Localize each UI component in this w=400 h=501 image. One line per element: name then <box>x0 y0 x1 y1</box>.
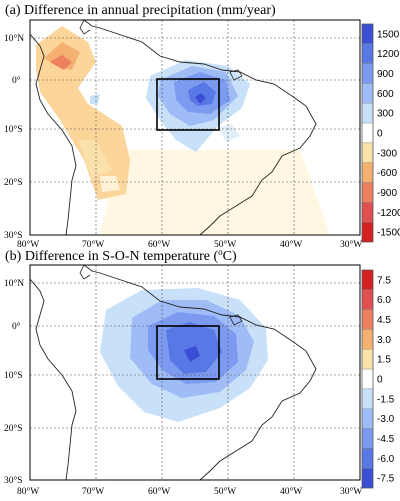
panel-b-colorbar: 7.5 6.0 4.5 3.0 1.5 0 -1.5 -3.0 -4.5 -6.0 -7.5 <box>361 269 395 489</box>
colorbar-label: -900 <box>377 188 397 199</box>
colorbar-label: 1500 <box>377 29 400 40</box>
colorbar-label: 7.5 <box>377 275 391 286</box>
lat-label: 10°N <box>4 33 24 44</box>
panel-b-lat-labels: 10°N 0° 10°S 20°S 30°S <box>4 278 24 486</box>
panel-a-title: (a) Difference in annual precipitation (… <box>5 3 276 18</box>
colorbar-swatch <box>361 349 374 370</box>
lon-label: 80°W <box>17 239 39 250</box>
lon-label: 30°W <box>340 239 362 250</box>
colorbar-label: 4.5 <box>377 315 391 326</box>
lon-label: 70°W <box>82 486 104 497</box>
panel-a-lat-labels: 10°N 0° 10°S 20°S 30°S <box>4 33 24 241</box>
lon-label: 40°W <box>280 239 302 250</box>
colorbar-label: 6.0 <box>377 295 391 306</box>
colorbar-label: -600 <box>377 168 397 179</box>
colorbar-swatch <box>361 388 374 409</box>
colorbar-label: 300 <box>377 109 394 120</box>
colorbar-swatch <box>361 122 374 144</box>
colorbar-swatch <box>361 182 374 203</box>
colorbar-swatch <box>361 329 374 350</box>
lat-label: 10°N <box>4 278 24 289</box>
colorbar-swatch <box>361 63 374 84</box>
colorbar-label: -3.0 <box>377 414 395 425</box>
panel-b-lon-labels: 80°W 70°W 60°W 50°W 40°W 30°W <box>17 486 362 497</box>
lon-label: 60°W <box>148 486 170 497</box>
lat-label: 20°S <box>4 423 23 434</box>
colorbar-swatch <box>361 23 374 45</box>
panel-a-colorbar: 1500 1200 900 600 300 0 -300 -600 -900 -1200 -1500 <box>361 23 400 243</box>
precip-dry-andes <box>36 26 130 200</box>
lon-label: 50°W <box>214 239 236 250</box>
colorbar-label: -1500 <box>377 228 400 239</box>
colorbar-label: 600 <box>377 89 394 100</box>
lat-label: 0° <box>12 75 21 86</box>
study-region-box <box>156 78 220 131</box>
lat-label: 10°S <box>4 124 23 135</box>
colorbar-label: -6.0 <box>377 454 395 465</box>
colorbar-swatch <box>361 368 374 390</box>
lat-label: 30°S <box>4 475 23 486</box>
colorbar-label: 0 <box>377 375 383 386</box>
coastline-south-america <box>30 265 317 480</box>
colorbar-swatch <box>361 83 374 104</box>
lon-label: 40°W <box>280 486 302 497</box>
colorbar-label: -7.5 <box>377 474 395 485</box>
lat-label: 10°S <box>4 370 23 381</box>
panel-a-lon-labels: 80°W 70°W 60°W 50°W 40°W 30°W <box>17 239 362 250</box>
colorbar-label: 1.5 <box>377 355 391 366</box>
colorbar-label: 1200 <box>377 49 400 60</box>
colorbar-label: -1200 <box>377 208 400 219</box>
colorbar-swatch <box>361 269 374 291</box>
colorbar-swatch <box>361 309 374 330</box>
colorbar-swatch <box>361 202 374 223</box>
colorbar-swatch <box>361 43 374 64</box>
colorbar-swatch <box>361 448 374 469</box>
lon-label: 70°W <box>82 239 104 250</box>
colorbar-label: -300 <box>377 148 397 159</box>
colorbar-swatch <box>361 467 374 489</box>
colorbar-swatch <box>361 289 374 310</box>
lat-label: 30°S <box>4 230 23 241</box>
lon-label: 50°W <box>214 486 236 497</box>
colorbar-swatch <box>361 221 374 243</box>
colorbar-swatch <box>361 428 374 449</box>
colorbar-label: -4.5 <box>377 434 395 445</box>
colorbar-swatch <box>361 162 374 183</box>
colorbar-label: 900 <box>377 69 394 80</box>
lon-label: 30°W <box>340 486 362 497</box>
colorbar-swatch <box>361 142 374 163</box>
colorbar-swatch <box>361 408 374 429</box>
lat-label: 20°S <box>4 177 23 188</box>
colorbar-label: 3.0 <box>377 335 391 346</box>
lon-label: 60°W <box>148 239 170 250</box>
panel-a-map <box>30 20 360 235</box>
colorbar-label: 0 <box>377 129 383 140</box>
colorbar-swatch <box>361 103 374 124</box>
lon-label: 80°W <box>17 486 39 497</box>
panel-b-title: (b) Difference in S-O-N temperature (oC) <box>5 247 237 264</box>
lat-label: 0° <box>12 321 21 332</box>
study-region-box <box>156 325 220 380</box>
colorbar-label: -1.5 <box>377 394 395 405</box>
coastline-south-america <box>30 20 317 235</box>
panel-b-map <box>30 265 360 480</box>
